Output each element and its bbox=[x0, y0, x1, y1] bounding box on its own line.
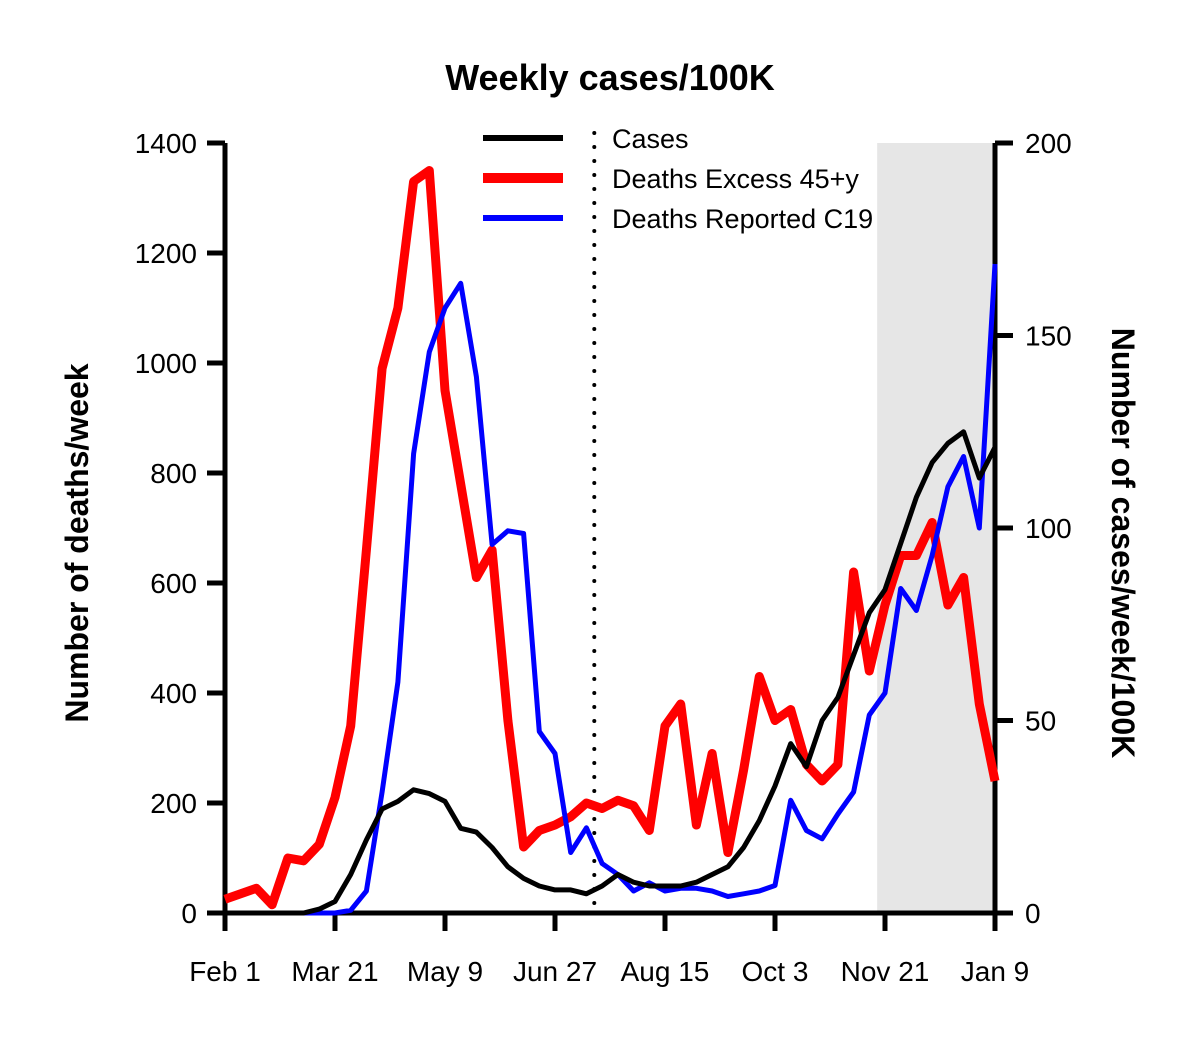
y-axis-label-right: Number of cases/week/100K bbox=[1105, 328, 1141, 758]
legend-label-deaths-excess-45-y: Deaths Excess 45+y bbox=[612, 164, 859, 194]
y-tick-label-left: 600 bbox=[150, 568, 197, 599]
x-tick-label: Feb 1 bbox=[189, 956, 261, 987]
x-tick-label: May 9 bbox=[407, 956, 483, 987]
y-tick-label-left: 200 bbox=[150, 788, 197, 819]
x-tick-label: Aug 15 bbox=[621, 956, 710, 987]
x-tick-label: Nov 21 bbox=[841, 956, 930, 987]
x-tick-label: Oct 3 bbox=[742, 956, 809, 987]
legend: Cases Deaths Excess 45+y Deaths Reported C… bbox=[483, 124, 873, 234]
x-tick-label: Mar 21 bbox=[291, 956, 378, 987]
y-tick-label-right: 0 bbox=[1025, 898, 1041, 929]
y-tick-label-left: 0 bbox=[181, 898, 197, 929]
series-line-deaths-excess-45-y bbox=[223, 166, 1000, 910]
series-line-deaths-reported-c19 bbox=[225, 263, 998, 916]
y-tick-label-left: 400 bbox=[150, 678, 197, 709]
y-tick-label-left: 800 bbox=[150, 458, 197, 489]
y-tick-label-right: 50 bbox=[1025, 706, 1056, 737]
y-tick-label-right: 150 bbox=[1025, 321, 1072, 352]
y-axis-label-left: Number of deaths/week bbox=[59, 363, 95, 722]
y-tick-label-left: 1200 bbox=[135, 238, 197, 269]
chart-title: Weekly cases/100K bbox=[445, 57, 775, 98]
y-tick-label-right: 200 bbox=[1025, 128, 1072, 159]
y-tick-label-left: 1400 bbox=[135, 128, 197, 159]
y-tick-label-right: 100 bbox=[1025, 513, 1072, 544]
series-line-cases bbox=[225, 429, 998, 916]
legend-label-cases: Cases bbox=[612, 124, 689, 154]
series-layer bbox=[223, 166, 1000, 916]
legend-label-deaths-reported-c19: Deaths Reported C19 bbox=[612, 204, 873, 234]
x-tick-label: Jan 9 bbox=[961, 956, 1030, 987]
y-tick-label-left: 1000 bbox=[135, 348, 197, 379]
x-tick-label: Jun 27 bbox=[513, 956, 597, 987]
